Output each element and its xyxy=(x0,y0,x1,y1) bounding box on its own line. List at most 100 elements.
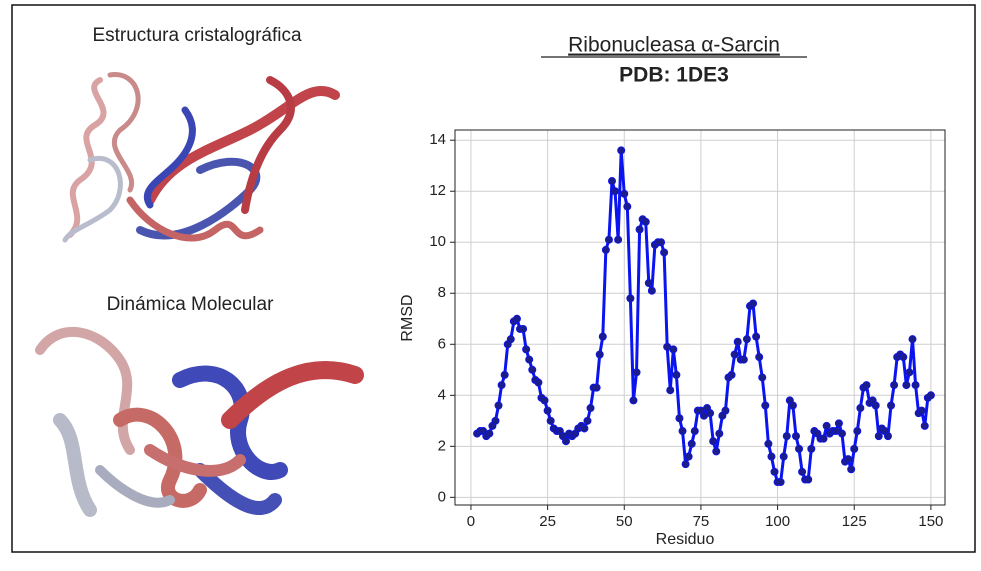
data-point xyxy=(675,414,684,423)
x-tick-label: 25 xyxy=(539,513,556,530)
data-point xyxy=(623,202,632,211)
data-point xyxy=(862,381,871,390)
x-axis-label: Residuo xyxy=(656,531,715,548)
data-point xyxy=(804,475,813,484)
data-point xyxy=(592,383,601,392)
data-point xyxy=(687,439,696,448)
data-point xyxy=(678,427,687,436)
data-point xyxy=(497,381,506,390)
data-point xyxy=(822,421,831,430)
data-point xyxy=(798,467,807,476)
data-point xyxy=(620,189,629,198)
panel-label: Estructura cristalográfica xyxy=(92,25,302,46)
data-point xyxy=(641,217,650,226)
data-point xyxy=(920,421,929,430)
x-tick-label: 0 xyxy=(467,513,475,530)
data-point xyxy=(709,437,718,446)
data-point xyxy=(543,406,552,415)
x-tick-label: 125 xyxy=(842,513,867,530)
data-point xyxy=(730,350,739,359)
data-point xyxy=(601,245,610,254)
crystal-structure xyxy=(62,72,340,243)
data-point xyxy=(632,368,641,377)
data-point xyxy=(657,238,666,247)
data-point xyxy=(715,429,724,438)
data-point xyxy=(887,401,896,410)
y-tick-label: 8 xyxy=(438,284,446,301)
data-point xyxy=(491,416,500,425)
data-point xyxy=(684,452,693,461)
data-point xyxy=(712,447,721,456)
data-point xyxy=(902,381,911,390)
data-point xyxy=(690,427,699,436)
data-point xyxy=(847,465,856,474)
data-point xyxy=(485,429,494,438)
chart-title: Ribonucleasa α-Sarcin xyxy=(568,34,780,57)
data-point xyxy=(739,355,748,364)
data-point xyxy=(782,432,791,441)
data-point xyxy=(607,177,616,186)
data-point xyxy=(644,279,653,288)
data-point xyxy=(856,404,865,413)
data-point xyxy=(534,378,543,387)
data-point xyxy=(776,478,785,487)
data-point xyxy=(721,406,730,415)
y-tick-label: 14 xyxy=(429,131,446,148)
y-tick-label: 10 xyxy=(429,233,446,250)
data-point xyxy=(788,401,797,410)
data-point xyxy=(917,406,926,415)
data-point xyxy=(506,335,515,344)
data-point xyxy=(905,368,914,377)
data-point xyxy=(742,335,751,344)
data-point xyxy=(871,401,880,410)
data-point xyxy=(540,396,549,405)
data-point xyxy=(611,187,620,196)
data-point xyxy=(629,396,638,405)
data-point xyxy=(528,365,537,374)
data-point xyxy=(595,350,604,359)
data-point xyxy=(525,355,534,364)
data-point xyxy=(562,437,571,446)
y-tick-label: 6 xyxy=(438,335,446,352)
data-point xyxy=(874,432,883,441)
y-tick-label: 12 xyxy=(429,182,446,199)
panel-label: Dinámica Molecular xyxy=(107,294,275,315)
data-point xyxy=(791,432,800,441)
data-point xyxy=(733,337,742,346)
data-point xyxy=(795,444,804,453)
data-point xyxy=(604,235,613,244)
data-point xyxy=(911,381,920,390)
data-point xyxy=(669,345,678,354)
data-point xyxy=(926,391,935,400)
data-point xyxy=(834,419,843,428)
y-tick-label: 0 xyxy=(438,488,446,505)
data-point xyxy=(500,370,509,379)
data-point xyxy=(908,335,917,344)
data-point xyxy=(844,455,853,464)
data-point xyxy=(883,432,892,441)
data-point xyxy=(614,235,623,244)
data-point xyxy=(752,332,761,341)
data-point xyxy=(647,286,656,295)
frame xyxy=(11,4,976,553)
data-point xyxy=(586,404,595,413)
x-tick-label: 50 xyxy=(616,513,633,530)
md-ensemble xyxy=(35,327,364,517)
data-point xyxy=(583,416,592,425)
data-point xyxy=(755,353,764,362)
data-point xyxy=(779,452,788,461)
x-tick-label: 150 xyxy=(918,513,943,530)
data-point xyxy=(758,373,767,382)
data-point xyxy=(807,444,816,453)
data-point xyxy=(899,353,908,362)
data-point xyxy=(767,452,776,461)
data-point xyxy=(819,434,828,443)
data-point xyxy=(635,225,644,234)
y-tick-label: 4 xyxy=(438,386,446,403)
data-point xyxy=(617,146,626,155)
data-point xyxy=(580,424,589,433)
x-tick-label: 75 xyxy=(693,513,710,530)
chart-subtitle: PDB: 1DE3 xyxy=(619,64,729,87)
data-point xyxy=(761,401,770,410)
